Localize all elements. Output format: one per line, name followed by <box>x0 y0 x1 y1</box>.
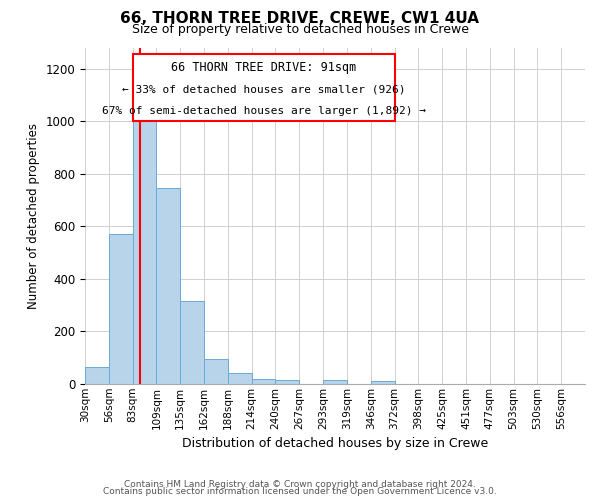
X-axis label: Distribution of detached houses by size in Crewe: Distribution of detached houses by size … <box>182 437 488 450</box>
Bar <box>180 301 204 384</box>
Text: Contains public sector information licensed under the Open Government Licence v3: Contains public sector information licen… <box>103 487 497 496</box>
Text: ← 33% of detached houses are smaller (926): ← 33% of detached houses are smaller (92… <box>122 84 406 94</box>
Text: 67% of semi-detached houses are larger (1,892) →: 67% of semi-detached houses are larger (… <box>101 106 425 116</box>
Bar <box>251 378 275 384</box>
Bar <box>323 380 347 384</box>
Bar <box>275 380 299 384</box>
Bar <box>109 234 133 384</box>
Text: Contains HM Land Registry data © Crown copyright and database right 2024.: Contains HM Land Registry data © Crown c… <box>124 480 476 489</box>
Text: 66, THORN TREE DRIVE, CREWE, CW1 4UA: 66, THORN TREE DRIVE, CREWE, CW1 4UA <box>121 11 479 26</box>
Text: Size of property relative to detached houses in Crewe: Size of property relative to detached ho… <box>131 22 469 36</box>
Text: 66 THORN TREE DRIVE: 91sqm: 66 THORN TREE DRIVE: 91sqm <box>171 61 356 74</box>
Bar <box>204 359 228 384</box>
Bar <box>157 188 180 384</box>
Y-axis label: Number of detached properties: Number of detached properties <box>27 122 40 308</box>
Bar <box>133 121 157 384</box>
Bar <box>228 374 251 384</box>
Bar <box>85 366 109 384</box>
Bar <box>133 54 395 121</box>
Bar <box>371 381 395 384</box>
